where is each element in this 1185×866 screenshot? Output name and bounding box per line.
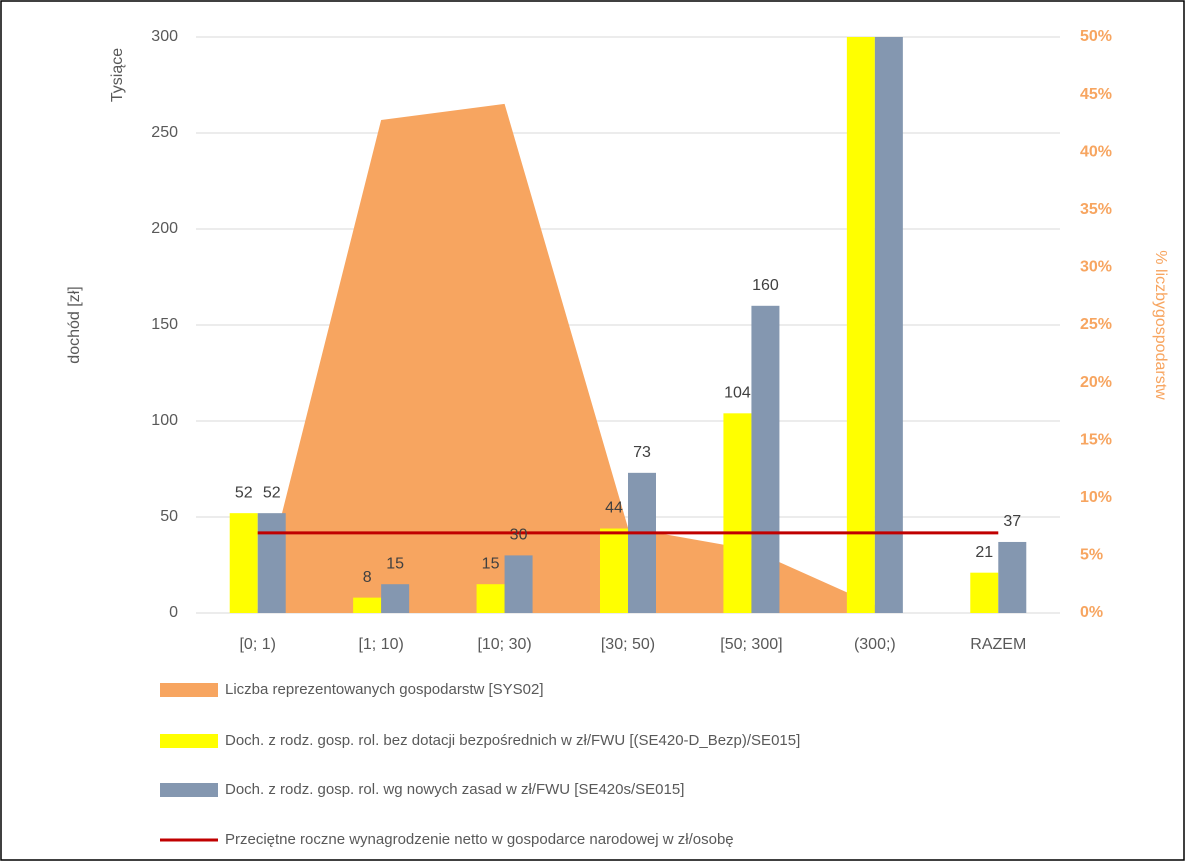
bar bbox=[874, 37, 903, 613]
x-tick-label: [50; 300] bbox=[720, 636, 782, 653]
y2-tick-label: 20% bbox=[1080, 374, 1112, 391]
x-tick-label: (300;) bbox=[854, 636, 896, 653]
y2-tick-label: 35% bbox=[1080, 201, 1112, 218]
y-units: Tysiące bbox=[109, 48, 126, 102]
y2-tick-label: 5% bbox=[1080, 547, 1103, 564]
bar bbox=[846, 37, 875, 613]
legend-label: Doch. z rodz. gosp. rol. bez dotacji bez… bbox=[225, 732, 800, 749]
y2-axis-label: % liczbygospodarstw bbox=[1152, 250, 1169, 400]
data-label: 8 bbox=[363, 569, 372, 586]
bar bbox=[257, 513, 286, 613]
y2-tick-label: 45% bbox=[1080, 86, 1112, 103]
legend-swatch bbox=[160, 683, 218, 697]
bar bbox=[628, 472, 656, 613]
data-label: 52 bbox=[235, 484, 253, 501]
y-tick-label: 150 bbox=[151, 316, 178, 333]
y-tick-label: 0 bbox=[169, 604, 178, 621]
bar bbox=[600, 528, 628, 613]
legend-label: Liczba reprezentowanych gospodarstw [SYS… bbox=[225, 681, 544, 698]
bar bbox=[751, 305, 780, 613]
legend-label: Przeciętne roczne wynagrodzenie netto w … bbox=[225, 831, 734, 848]
data-label: 160 bbox=[752, 277, 779, 294]
y-tick-label: 300 bbox=[151, 28, 178, 45]
y-axis-label: dochód [zł] bbox=[66, 286, 83, 363]
data-label: 104 bbox=[724, 385, 751, 402]
bar bbox=[353, 597, 382, 613]
y-tick-label: 250 bbox=[151, 124, 178, 141]
x-tick-label: RAZEM bbox=[970, 636, 1026, 653]
data-label: 15 bbox=[482, 555, 500, 572]
bar bbox=[229, 513, 258, 613]
data-label: 52 bbox=[263, 484, 281, 501]
y2-tick-label: 30% bbox=[1080, 259, 1112, 276]
y-tick-label: 50 bbox=[160, 508, 178, 525]
y2-tick-label: 0% bbox=[1080, 604, 1103, 621]
data-label: 21 bbox=[975, 544, 993, 561]
bar bbox=[476, 584, 505, 613]
data-label: 44 bbox=[605, 500, 623, 517]
y2-tick-label: 50% bbox=[1080, 28, 1112, 45]
area bbox=[257, 103, 875, 613]
y-tick-label: 200 bbox=[151, 220, 178, 237]
x-tick-label: [10; 30) bbox=[477, 636, 531, 653]
bar bbox=[723, 413, 752, 613]
y2-tick-label: 25% bbox=[1080, 316, 1112, 333]
x-tick-label: [1; 10) bbox=[358, 636, 403, 653]
bar bbox=[970, 572, 999, 613]
x-tick-label: [30; 50) bbox=[601, 636, 655, 653]
x-tick-label: [0; 1) bbox=[239, 636, 275, 653]
bar bbox=[504, 555, 533, 613]
data-label: 73 bbox=[633, 444, 651, 461]
y2-tick-label: 15% bbox=[1080, 431, 1112, 448]
data-label: 37 bbox=[1003, 513, 1021, 530]
legend-label: Doch. z rodz. gosp. rol. wg nowych zasad… bbox=[225, 781, 684, 798]
legend-swatch bbox=[160, 783, 218, 797]
bar bbox=[998, 541, 1027, 613]
legend-swatch bbox=[160, 734, 218, 748]
data-label: 30 bbox=[510, 527, 528, 544]
y2-tick-label: 10% bbox=[1080, 489, 1112, 506]
data-label: 15 bbox=[386, 555, 404, 572]
y-tick-label: 100 bbox=[151, 412, 178, 429]
bar bbox=[381, 584, 410, 613]
plot-area bbox=[229, 37, 1027, 613]
y2-tick-label: 40% bbox=[1080, 143, 1112, 160]
